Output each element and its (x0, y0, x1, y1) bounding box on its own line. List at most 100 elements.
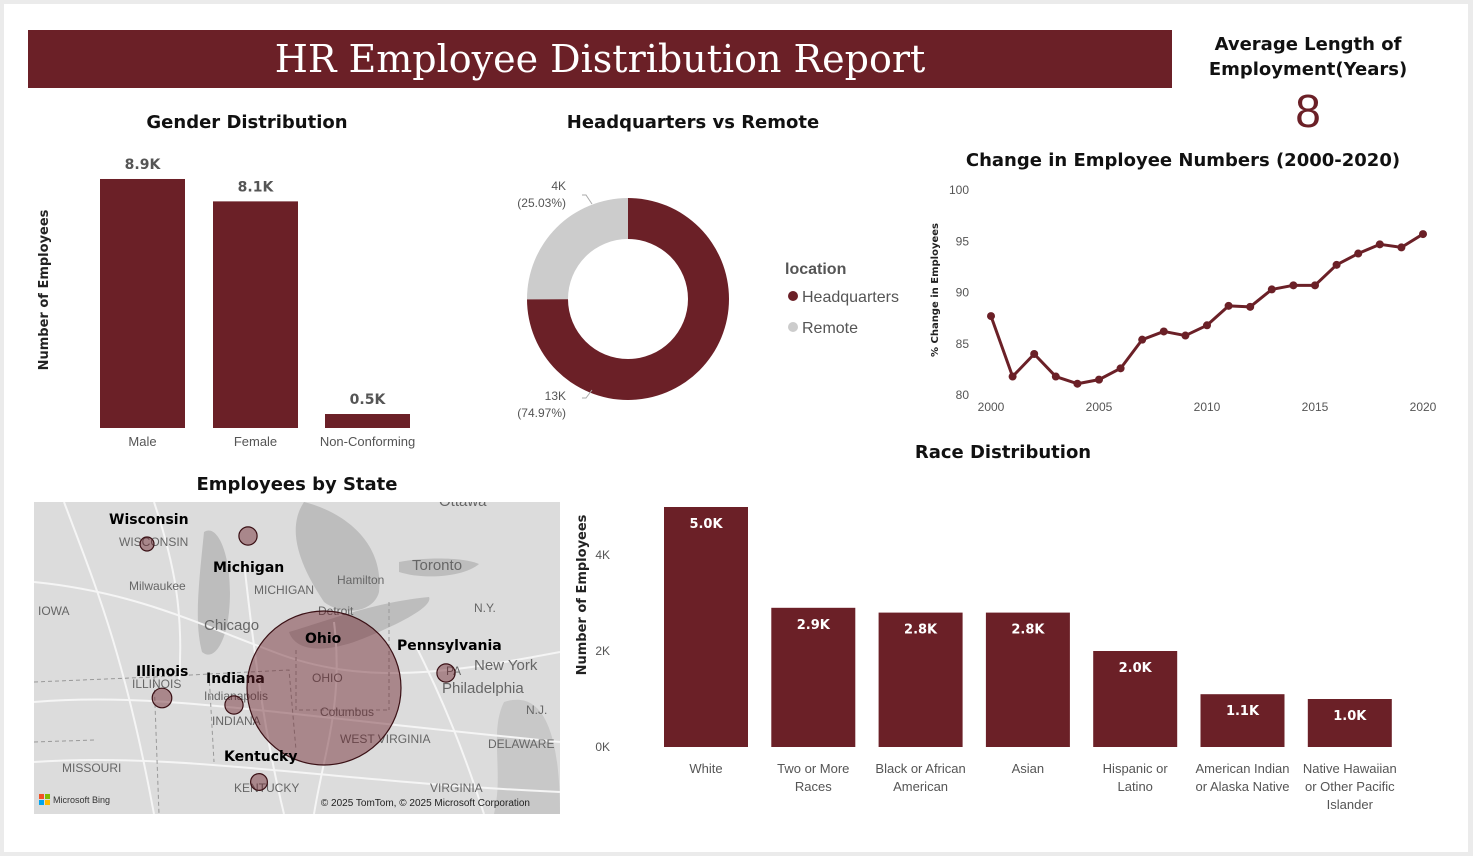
race-bar[interactable] (1093, 651, 1178, 747)
map-bubble-indiana[interactable] (224, 695, 244, 715)
race-y-tick: 4K (595, 548, 610, 562)
trend-point-2000[interactable] (987, 312, 995, 321)
map-road (313, 621, 338, 814)
trend-y-tick: 85 (956, 337, 970, 351)
trend-point-2003[interactable] (1051, 372, 1060, 381)
employees-map[interactable]: WISCONSIN Milwaukee MICHIGAN Hamilton Toront… (34, 502, 560, 814)
trend-point-2015[interactable] (1311, 281, 1319, 290)
legend-marker-remote (788, 322, 798, 332)
trend-point-2004[interactable] (1073, 379, 1082, 388)
race-chart-title: Race Distribution (914, 442, 1092, 463)
race-category-label: Latino (1117, 779, 1152, 794)
race-y-tick: 2K (595, 644, 610, 658)
race-category-label: White (689, 761, 722, 776)
gender-data-label: 8.9K (125, 157, 162, 173)
race-category-label: Two or More (777, 761, 849, 776)
map-place-label: MISSOURI (62, 761, 121, 775)
legend-marker-headquarters (788, 291, 798, 301)
race-y-tick: 0K (595, 740, 610, 754)
trend-point-2016[interactable] (1332, 260, 1341, 269)
map-place-label: Toronto (412, 557, 462, 574)
map-place-label: N.Y. (474, 601, 496, 615)
map-place-label: New York (474, 657, 538, 674)
bing-logo-icon-part (45, 800, 50, 805)
map-state-label-indiana: Indiana (206, 671, 265, 687)
map-place-label: Hamilton (337, 573, 384, 587)
map-place-label: INDIANA (212, 714, 261, 728)
trend-point-2020[interactable] (1419, 230, 1427, 239)
map-road (243, 561, 285, 814)
map-road (34, 698, 560, 743)
race-data-label: 1.0K (1333, 709, 1367, 724)
map-place-label: IOWA (38, 604, 70, 618)
trend-point-2006[interactable] (1116, 364, 1125, 373)
trend-point-2007[interactable] (1138, 335, 1147, 344)
map-bubble-kentucky[interactable] (250, 773, 269, 792)
map-state-label-pennsylvania: Pennsylvania (397, 638, 502, 654)
race-bar[interactable] (664, 507, 748, 747)
donut-legend-title: location (785, 261, 846, 278)
race-data-label: 5.0K (689, 517, 723, 532)
trend-point-2017[interactable] (1354, 249, 1363, 258)
race-bar[interactable] (771, 607, 856, 747)
gender-bar-male[interactable] (100, 178, 185, 428)
donut-slice-headquarters[interactable] (527, 198, 729, 400)
gender-data-label: 8.1K (238, 179, 275, 195)
race-category-label: American (893, 779, 948, 794)
state-border (153, 673, 215, 763)
race-category-label: or Other Pacific (1305, 779, 1395, 794)
map-title: Employees by State (196, 474, 398, 495)
race-data-label: 1.1K (1226, 704, 1260, 719)
trend-point-2001[interactable] (1008, 372, 1017, 381)
trend-point-2018[interactable] (1375, 240, 1384, 249)
map-road (34, 759, 560, 793)
trend-point-2005[interactable] (1095, 375, 1103, 384)
trend-point-2010[interactable] (1203, 321, 1211, 330)
trend-point-2013[interactable] (1267, 285, 1276, 294)
race-category-label: Native Hawaiian (1303, 761, 1397, 776)
lake-ontario (399, 558, 479, 577)
race-bar[interactable] (1200, 694, 1285, 747)
race-bar[interactable] (1307, 699, 1392, 747)
map-road (413, 641, 485, 814)
state-border (34, 739, 95, 743)
trend-x-tick: 2005 (1086, 400, 1113, 414)
race-category-label: Black or African (875, 761, 965, 776)
map-place-label: KENTUCKY (234, 781, 299, 795)
map-state-label-michigan: Michigan (213, 560, 284, 576)
trend-x-tick: 2000 (978, 400, 1005, 414)
trend-point-2008[interactable] (1159, 327, 1168, 336)
report-title-banner: HR Employee Distribution Report (28, 30, 1172, 88)
map-state-label-ohio: Ohio (305, 631, 342, 647)
trend-point-2011[interactable] (1224, 301, 1233, 310)
race-category-label: Islander (1327, 797, 1374, 812)
hq-leader-line (582, 389, 593, 399)
trend-point-2012[interactable] (1246, 302, 1255, 311)
legend-item-remote[interactable]: Remote (802, 320, 858, 337)
map-bubble-michigan[interactable] (238, 526, 258, 546)
location-chart-title: Headquarters vs Remote (566, 112, 820, 133)
legend-item-headquarters[interactable]: Headquarters (802, 289, 899, 306)
trend-point-2019[interactable] (1397, 243, 1406, 252)
trend-point-2002[interactable] (1030, 350, 1039, 358)
race-category-label: Races (795, 779, 832, 794)
map-bubble-illinois[interactable] (151, 687, 173, 709)
race-bar[interactable] (878, 612, 963, 747)
gender-bar-female[interactable] (213, 201, 298, 428)
map-place-label: ILLINOIS (132, 677, 181, 691)
map-road (34, 581, 560, 674)
map-road (153, 502, 182, 683)
map-brand: Microsoft Bing (53, 795, 110, 805)
map-bubble-ohio[interactable] (246, 610, 402, 766)
map-state-label-kentucky: Kentucky (224, 749, 297, 765)
lake-erie (289, 597, 430, 649)
race-bar[interactable] (985, 612, 1070, 747)
trend-point-2009[interactable] (1181, 331, 1190, 340)
map-bubble-wisconsin[interactable] (139, 536, 155, 552)
map-bubble-pennsylvania[interactable] (436, 663, 456, 683)
kpi-label-line2: Employment(Years) (1208, 59, 1408, 80)
donut-slice-remote[interactable] (527, 198, 628, 300)
gender-bar-non-conforming[interactable] (325, 414, 410, 428)
trend-point-2014[interactable] (1289, 281, 1298, 290)
